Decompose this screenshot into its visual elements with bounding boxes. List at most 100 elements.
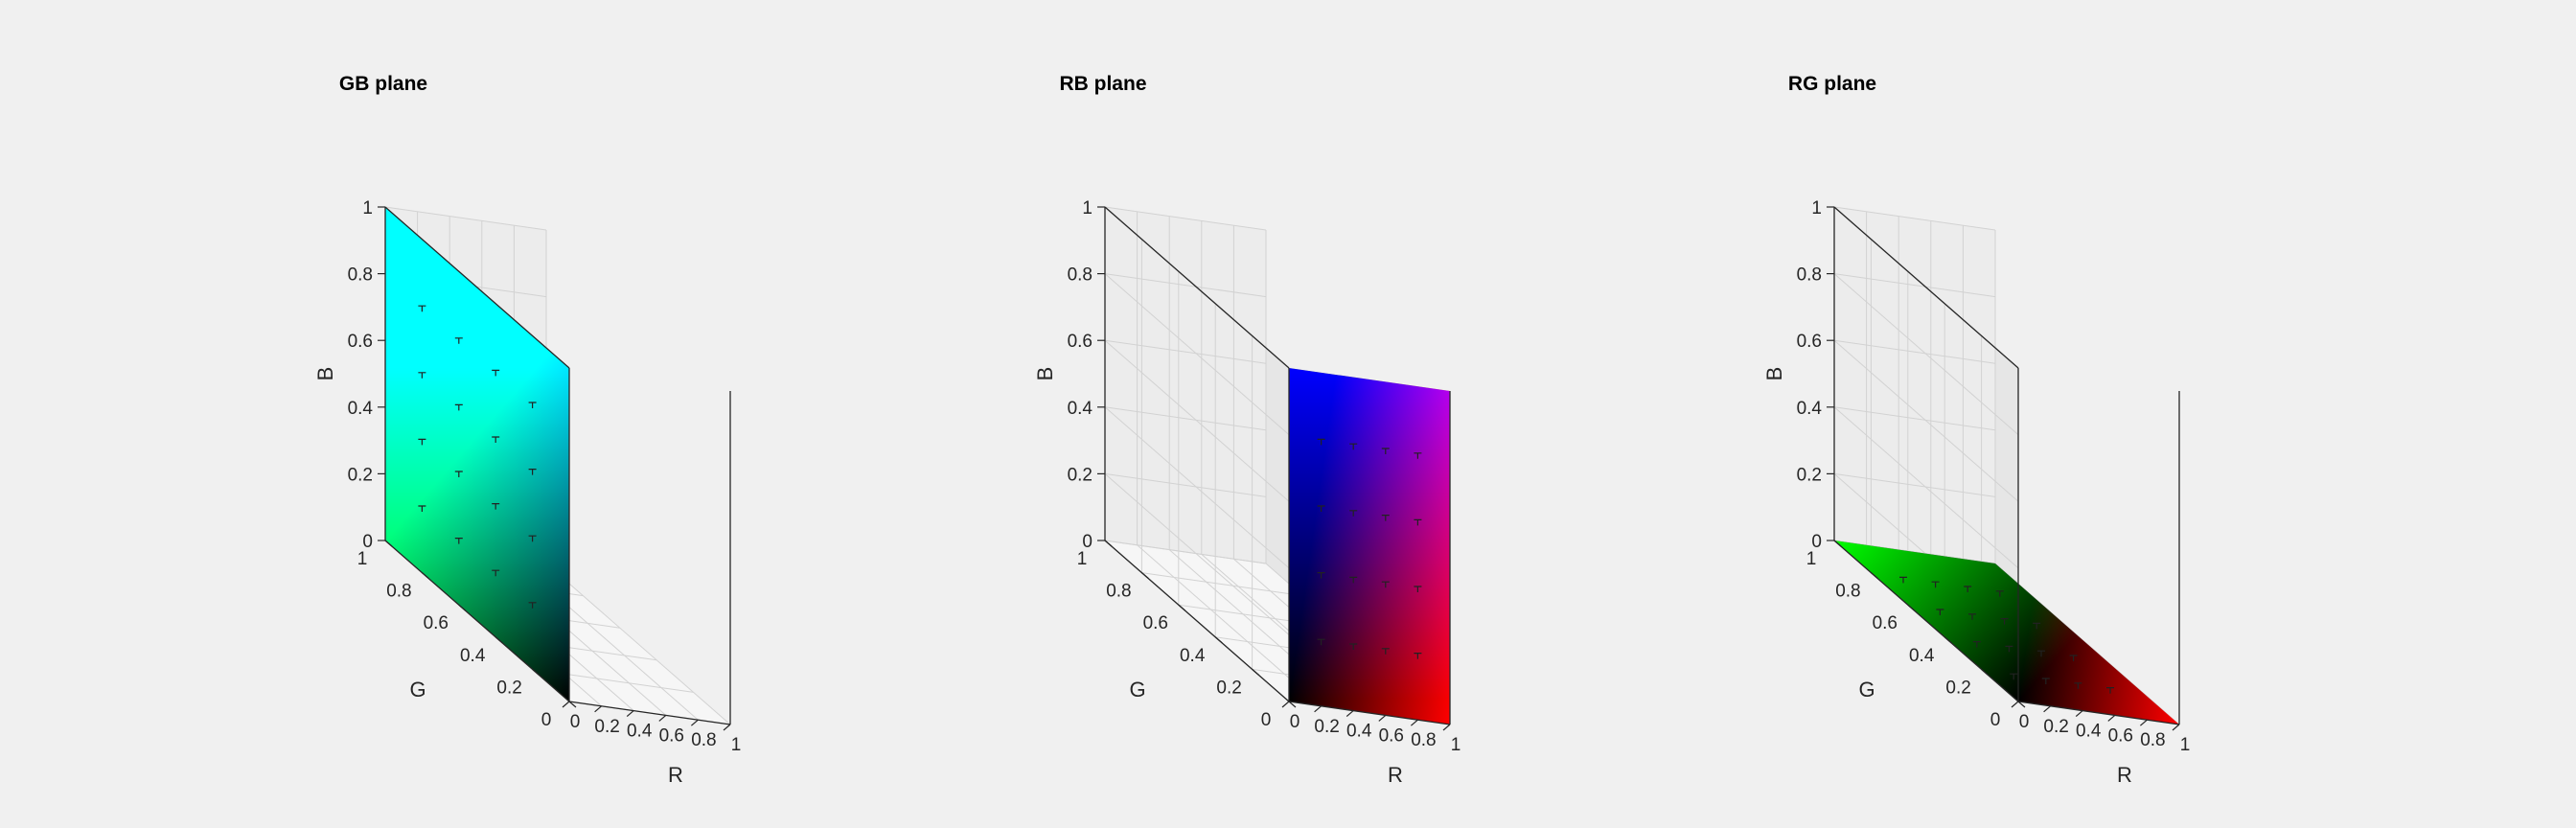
x-tick xyxy=(2107,714,2116,722)
y-tick xyxy=(1907,604,1916,611)
surface-grid-mark xyxy=(2074,682,2082,689)
axes-rb-plane: 0000.20.20.20.40.40.40.60.60.60.80.80.81… xyxy=(1033,73,1460,787)
surface-grid-mark xyxy=(1381,648,1390,655)
y-tick xyxy=(2017,701,2026,708)
y-tick xyxy=(1178,604,1186,611)
surface-grid-mark xyxy=(1317,438,1325,446)
y-tick xyxy=(1944,636,1952,644)
gridline-b-left xyxy=(1833,339,2019,502)
x-tick-label: 0.6 xyxy=(2108,725,2133,746)
y-tick xyxy=(568,701,577,708)
surface-grid-mark xyxy=(1349,510,1358,517)
x-tick-label: 0.4 xyxy=(2076,722,2102,742)
pane-right xyxy=(1105,207,1266,564)
gridline-b-right xyxy=(1833,273,1996,298)
surface-grid-mark xyxy=(1972,641,1981,648)
surface-grid-mark xyxy=(2041,678,2050,684)
y-axis-label: G xyxy=(409,678,426,702)
z-axis-label: B xyxy=(313,367,337,381)
gridline-b-left xyxy=(1833,406,2019,569)
chart-title: GB plane xyxy=(339,73,427,95)
y-tick-label: 0.6 xyxy=(1873,613,1898,633)
y-tick xyxy=(1833,540,1842,547)
surface-grid-mark xyxy=(2010,673,2018,680)
color-surface-overlay xyxy=(1834,540,2179,724)
y-tick-label: 0 xyxy=(1261,710,1272,730)
y-tick xyxy=(1104,540,1113,547)
z-tick-label: 0.6 xyxy=(1797,332,1822,352)
surface-grid-mark xyxy=(1381,448,1390,454)
x-axis-label: R xyxy=(1388,763,1403,787)
z-tick-label: 0 xyxy=(1082,532,1092,552)
z-axis-label: B xyxy=(1762,367,1786,381)
surface-grid-mark xyxy=(1995,590,2004,597)
gridline-b-right xyxy=(1104,206,1267,231)
x-tick xyxy=(1442,724,1451,731)
z-tick-label: 0.8 xyxy=(348,265,373,286)
top-left-edge xyxy=(1833,206,2019,369)
y-tick xyxy=(1141,572,1149,580)
x-tick xyxy=(1378,714,1387,722)
surface-grid-mark xyxy=(1414,518,1422,526)
x-tick xyxy=(594,705,602,713)
surface-grid-mark xyxy=(2005,645,2013,653)
axes-gb-plane: 0000.20.20.20.40.40.40.60.60.60.80.80.81… xyxy=(313,73,741,787)
z-tick-label: 0.4 xyxy=(348,399,374,419)
surface-grid-mark xyxy=(1317,572,1325,579)
surface-grid-mark xyxy=(528,602,537,609)
surface-grid-mark xyxy=(1931,581,1940,588)
x-axis-line xyxy=(2017,701,2180,725)
x-tick xyxy=(1411,719,1418,726)
gridline-b-left xyxy=(1104,273,1290,435)
y-tick xyxy=(494,636,503,644)
surface-grid-mark xyxy=(1349,576,1358,584)
y-tick xyxy=(1214,636,1223,644)
z-tick-label: 0.6 xyxy=(1068,332,1092,352)
y-tick-label: 0.8 xyxy=(1106,582,1131,602)
surface-grid-mark xyxy=(1317,638,1325,646)
surface-grid-mark xyxy=(1317,505,1325,512)
y-tick-label: 0.4 xyxy=(1180,646,1206,666)
surface-grid-mark xyxy=(1414,586,1422,592)
x-tick-label: 1 xyxy=(2180,735,2191,755)
x-axis-line xyxy=(568,701,731,725)
x-tick xyxy=(562,701,570,708)
z-tick-label: 0.6 xyxy=(348,332,373,352)
gridline-b-left xyxy=(1833,273,2019,435)
y-tick-label: 0.4 xyxy=(460,646,486,666)
x-axis-label: R xyxy=(2117,763,2132,787)
z-tick-label: 0 xyxy=(362,532,373,552)
surface-grid-mark xyxy=(1964,586,1972,592)
surface-grid-mark xyxy=(418,438,426,446)
x-tick-label: 0 xyxy=(1290,712,1300,732)
gridline-b-left xyxy=(1104,406,1290,569)
y-tick-label: 1 xyxy=(1806,549,1817,569)
surface-grid-mark xyxy=(2106,687,2114,694)
x-tick xyxy=(2075,710,2083,718)
gridline-r-floor xyxy=(545,563,731,725)
x-axis-label: R xyxy=(668,763,683,787)
z-tick-label: 1 xyxy=(1811,198,1822,218)
z-axis-label: B xyxy=(1033,367,1057,381)
y-tick-label: 0 xyxy=(1990,710,2001,730)
x-tick-label: 0.2 xyxy=(594,717,619,737)
surface-grid-mark xyxy=(454,337,463,344)
x-tick-label: 0.2 xyxy=(1314,717,1339,737)
x-tick xyxy=(626,710,634,718)
x-tick-label: 0.4 xyxy=(1346,722,1372,742)
x-tick-label: 0.4 xyxy=(627,722,653,742)
z-tick-label: 0 xyxy=(1811,532,1822,552)
axes-rg-plane: 0000.20.20.20.40.40.40.60.60.60.80.80.81… xyxy=(1762,73,2190,787)
gridline-b-left xyxy=(1104,473,1290,635)
gridline-b-right xyxy=(1833,339,1996,364)
x-tick-label: 1 xyxy=(1451,735,1461,755)
pane-right xyxy=(1834,207,1995,564)
surface-grid-mark xyxy=(1381,515,1390,521)
x-tick-label: 0 xyxy=(2019,712,2030,732)
z-tick-label: 1 xyxy=(1082,198,1092,218)
x-tick-label: 1 xyxy=(731,735,742,755)
y-tick xyxy=(1252,668,1259,676)
surface-grid-mark xyxy=(1968,613,1976,620)
gridline-b-right xyxy=(1104,273,1267,298)
